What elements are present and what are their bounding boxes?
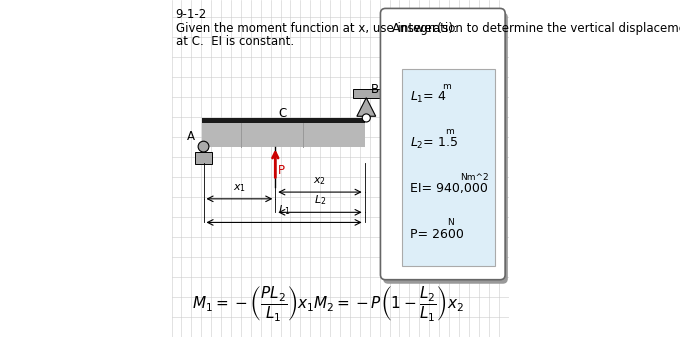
Text: $L_2$: $L_2$: [313, 193, 326, 207]
Text: C: C: [278, 106, 286, 120]
Text: EI= 940,000: EI= 940,000: [410, 182, 488, 195]
Text: Nm^2: Nm^2: [460, 173, 488, 182]
Text: $L_1$= 4: $L_1$= 4: [410, 90, 447, 105]
Text: $M_2 = -P\left(1 - \dfrac{L_2}{L_1}\right)x_2$: $M_2 = -P\left(1 - \dfrac{L_2}{L_1}\righ…: [313, 284, 464, 323]
Text: $x_2$: $x_2$: [313, 175, 326, 187]
Circle shape: [362, 114, 371, 122]
Text: m: m: [442, 82, 451, 91]
Text: Given the moment function at x, use integration to determine the vertical displa: Given the moment function at x, use inte…: [175, 22, 680, 35]
Bar: [195, 152, 211, 164]
Bar: [353, 89, 379, 98]
Text: B: B: [371, 83, 379, 96]
Text: 9-1-2: 9-1-2: [175, 8, 207, 22]
FancyBboxPatch shape: [380, 8, 505, 280]
Text: A: A: [187, 130, 195, 143]
Text: N: N: [447, 218, 454, 227]
Text: $L_1$: $L_1$: [278, 204, 290, 217]
FancyBboxPatch shape: [403, 69, 495, 266]
Text: m: m: [445, 127, 454, 136]
Bar: [202, 123, 365, 147]
Text: $x_1$: $x_1$: [233, 182, 246, 194]
Text: $L_2$= 1.5: $L_2$= 1.5: [410, 136, 458, 151]
Bar: [202, 118, 365, 123]
Text: at C.  EI is constant.: at C. EI is constant.: [175, 35, 294, 49]
Text: $M_1 = -\left(\dfrac{PL_2}{L_1}\right)x_1$: $M_1 = -\left(\dfrac{PL_2}{L_1}\right)x_…: [192, 284, 314, 323]
Circle shape: [198, 141, 209, 152]
FancyBboxPatch shape: [383, 12, 508, 284]
Text: Answer(s):: Answer(s):: [392, 22, 458, 35]
Text: P= 2600: P= 2600: [410, 228, 464, 241]
Text: P: P: [278, 164, 285, 177]
Polygon shape: [357, 98, 376, 116]
